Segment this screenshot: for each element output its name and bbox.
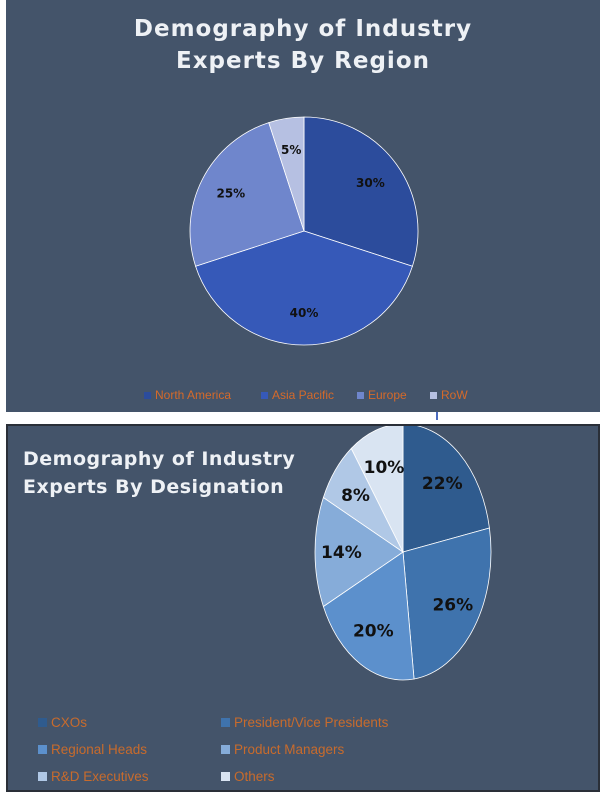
chart-title-line-1: Demography of Industry — [134, 16, 472, 42]
pie-slice-product-managers — [314, 496, 404, 608]
pie-slice-president-vice-presidents — [402, 527, 492, 680]
pie-slice-regional-heads — [322, 551, 415, 681]
legend-label-row: RoW — [441, 388, 468, 402]
legend-swatch-asia-pacific — [261, 392, 268, 399]
legend-label-asia-pacific: Asia Pacific — [272, 388, 334, 402]
slice-label-europe: 25% — [216, 187, 245, 201]
legend-swatch-r-d-executives — [38, 772, 47, 781]
slice-label-others: 10% — [364, 458, 405, 478]
legend-swatch-regional-heads — [38, 745, 47, 754]
legend-label-president-vice-presidents: President/Vice Presidents — [234, 715, 389, 730]
pie-slice-asia-pacific — [195, 230, 413, 346]
legend-swatch-others — [221, 772, 230, 781]
slice-label-row: 5% — [281, 143, 301, 157]
pie-slice-row — [268, 116, 305, 232]
chart-title-line-2: Experts By Designation — [23, 476, 284, 498]
legend-swatch-row — [430, 392, 437, 399]
designation-pie-chart: Demography of Industry Experts By Design… — [23, 426, 492, 784]
stray-tick-mark — [436, 412, 438, 420]
legend-label-others: Others — [234, 769, 275, 784]
legend-label-north-america: North America — [155, 388, 231, 402]
chart-title-line-2: Experts By Region — [176, 48, 430, 74]
chart-panel-designation: Demography of Industry Experts By Design… — [6, 424, 600, 792]
legend-swatch-product-managers — [221, 745, 230, 754]
slice-label-product-managers: 14% — [321, 543, 362, 563]
legend-label-cxos: CXOs — [51, 715, 87, 730]
pie-slice-europe — [189, 122, 305, 267]
legend-swatch-cxos — [38, 718, 47, 727]
legend-label-europe: Europe — [368, 388, 407, 402]
slice-label-north-america: 30% — [356, 176, 385, 190]
chart-panel-region: Demography of Industry Experts By Region… — [6, 0, 600, 412]
slice-label-asia-pacific: 40% — [290, 306, 319, 320]
slice-label-r-d-executives: 8% — [341, 486, 370, 506]
legend-label-product-managers: Product Managers — [234, 742, 345, 757]
pie-slice-others — [350, 426, 404, 553]
slice-label-regional-heads: 20% — [353, 622, 394, 642]
legend-swatch-north-america — [144, 392, 151, 399]
pie-slice-north-america — [303, 116, 419, 267]
pie-slice-cxos — [402, 426, 490, 553]
legend-swatch-europe — [357, 392, 364, 399]
chart-title-line-1: Demography of Industry — [23, 448, 295, 470]
legend-label-r-d-executives: R&D Executives — [51, 769, 149, 784]
legend-label-regional-heads: Regional Heads — [51, 742, 147, 757]
region-pie-chart: Demography of Industry Experts By Region… — [134, 16, 472, 402]
legend-swatch-president-vice-presidents — [221, 718, 230, 727]
slice-label-cxos: 22% — [422, 474, 463, 494]
slice-label-president-vice-presidents: 26% — [432, 596, 473, 616]
